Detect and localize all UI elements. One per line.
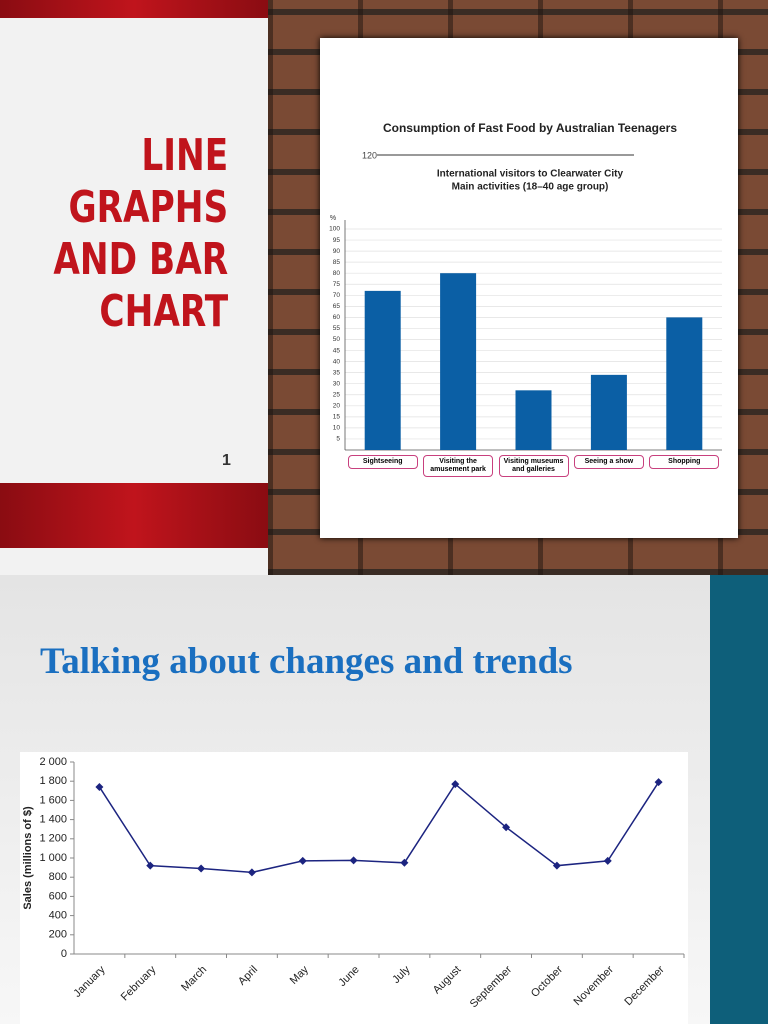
- y-tick-label: 65: [333, 303, 341, 310]
- y-tick-label: 10: [333, 425, 341, 432]
- y-tick-label: 400: [49, 910, 67, 922]
- y-tick-label: 800: [49, 871, 67, 883]
- plot-area: [20, 752, 688, 1024]
- x-tick-label: November: [572, 963, 617, 1008]
- marker: [552, 861, 561, 870]
- y-tick-label: 5: [336, 436, 340, 443]
- y-tick-label: 0: [61, 948, 67, 960]
- y-tick-label: 1 200: [39, 833, 67, 845]
- y-tick-label: 60: [333, 314, 341, 321]
- y-axis-label: Sales (millions of $): [22, 806, 34, 910]
- side-band: [710, 575, 768, 1024]
- category-label: Seeing a show: [573, 455, 644, 469]
- slide-title: LINE GRAPHS AND BAR CHART: [53, 130, 228, 338]
- bar: [364, 290, 401, 450]
- y-tick-label: 100: [329, 226, 340, 233]
- y-tick-label: 200: [49, 929, 67, 941]
- slide-title: Talking about changes and trends: [40, 641, 573, 682]
- marker: [298, 856, 307, 865]
- category-label: Visiting the amusement park: [423, 455, 494, 477]
- page-number: 1: [222, 452, 231, 469]
- title-line: LINE: [141, 130, 228, 181]
- y-tick-label: 45: [333, 347, 341, 354]
- bar: [515, 390, 552, 450]
- y-tick-label: 15: [333, 414, 341, 421]
- y-tick-label: 35: [333, 369, 341, 376]
- y-tick-label: 40: [333, 358, 341, 365]
- x-tick-label: April: [236, 964, 260, 988]
- line: [98, 781, 660, 874]
- paper: [320, 38, 738, 538]
- marker: [197, 864, 206, 873]
- y-tick-label: 20: [333, 403, 341, 410]
- y-tick-label: 90: [333, 248, 341, 255]
- category-label: Shopping: [649, 455, 720, 469]
- y-tick-label: 1 000: [39, 852, 67, 864]
- marker: [247, 868, 256, 877]
- category-label: Sightseeing: [347, 455, 418, 469]
- bar: [666, 317, 703, 450]
- marker: [451, 780, 460, 789]
- marker: [95, 782, 104, 791]
- y-tick-label: 95: [333, 237, 341, 244]
- title-line: GRAPHS: [68, 182, 229, 233]
- bar: [440, 273, 477, 450]
- x-tick-label: October: [529, 963, 565, 999]
- y-tick-label: 1 400: [39, 814, 67, 826]
- x-tick-label: May: [288, 963, 312, 987]
- marker: [502, 823, 511, 832]
- x-tick-label: February: [119, 963, 159, 1003]
- category-label: Visiting museums and galleries: [498, 455, 569, 477]
- y-tick-label: 1 800: [39, 775, 67, 787]
- left-slide: [0, 0, 268, 575]
- y-axis-label: %: [330, 215, 336, 222]
- x-tick-label: September: [468, 963, 515, 1010]
- marker: [400, 858, 409, 867]
- y-tick-label: 50: [333, 336, 341, 343]
- x-tick-label: July: [390, 963, 413, 986]
- y-tick-label: 75: [333, 281, 341, 288]
- chart-title: Consumption of Fast Food by Australian T…: [383, 121, 677, 135]
- y-tick-label: 2 000: [39, 756, 67, 768]
- x-tick-label: August: [431, 964, 464, 997]
- y-tick-label: 30: [333, 380, 341, 387]
- x-tick-label: June: [336, 964, 361, 989]
- marker: [349, 856, 358, 865]
- y-tick-label: 55: [333, 325, 341, 332]
- red-band: [0, 0, 268, 18]
- marker: [603, 856, 612, 865]
- y-tick-label: 85: [333, 259, 341, 266]
- marker: [654, 778, 663, 787]
- y-tick-label: 1 600: [39, 794, 67, 806]
- bar: [590, 374, 627, 450]
- x-tick-label: March: [179, 964, 209, 994]
- x-tick-label: January: [71, 963, 108, 1000]
- chart-subtitle: Main activities (18–40 age group): [452, 182, 609, 193]
- red-band: [0, 483, 268, 548]
- y-tick-label: 25: [333, 391, 341, 398]
- title-line: CHART: [99, 286, 228, 337]
- y-tick-label: 70: [333, 292, 341, 299]
- annotation: 120: [362, 150, 377, 160]
- y-tick-label: 600: [49, 890, 67, 902]
- x-tick-label: December: [622, 963, 667, 1008]
- chart-subtitle: International visitors to Clearwater Cit…: [437, 169, 624, 180]
- y-tick-label: 80: [333, 270, 341, 277]
- marker: [146, 861, 155, 870]
- title-line: AND BAR: [53, 234, 228, 285]
